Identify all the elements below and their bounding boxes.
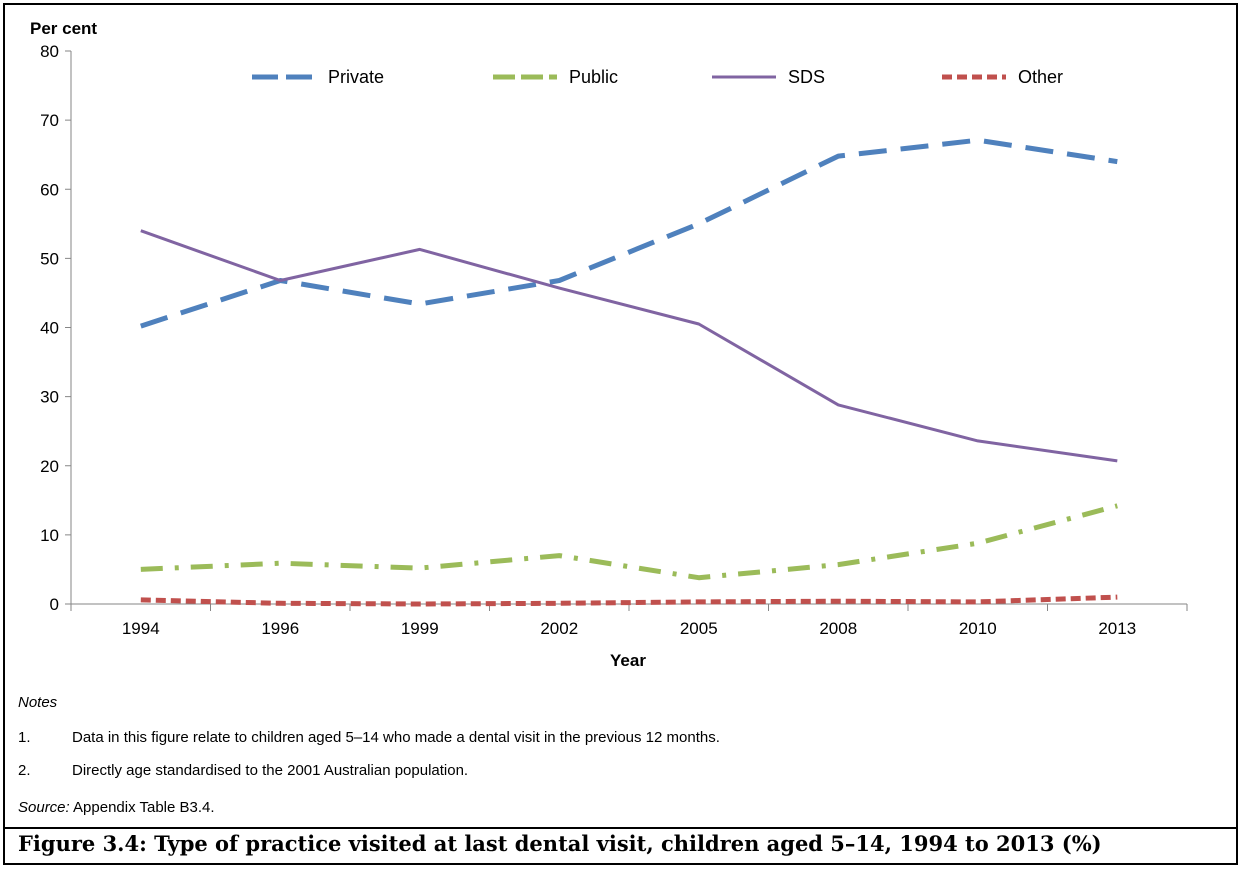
caption-divider — [3, 827, 1238, 829]
chart-series — [140, 137, 1118, 607]
legend-label-public: Public — [569, 67, 618, 87]
x-axis-title: Year — [610, 651, 646, 670]
series-line-sds — [140, 229, 1118, 463]
note-number: 1. — [18, 729, 31, 746]
y-tick-label: 60 — [40, 180, 59, 199]
y-tick-label: 80 — [40, 42, 59, 61]
y-tick-label: 0 — [50, 595, 59, 614]
y-axis-title: Per cent — [30, 19, 97, 38]
y-tick-label: 10 — [40, 526, 59, 545]
chart-legend: Private Public SDS Other — [252, 67, 1063, 87]
x-tick-label: 1999 — [401, 619, 439, 638]
y-tick-label: 70 — [40, 111, 59, 130]
x-tick-label: 1994 — [122, 619, 160, 638]
source-text: Appendix Table B3.4. — [69, 799, 215, 816]
x-tick-label: 2013 — [1098, 619, 1136, 638]
y-tick-label: 40 — [40, 319, 59, 338]
note-text: Directly age standardised to the 2001 Au… — [72, 762, 469, 779]
legend-label-sds: SDS — [788, 67, 825, 87]
x-tick-label: 2008 — [819, 619, 857, 638]
series-line-private — [140, 137, 1118, 329]
x-tick-label: 2002 — [540, 619, 578, 638]
x-tick-label: 2005 — [680, 619, 718, 638]
note-number: 2. — [18, 762, 31, 779]
y-tick-label: 20 — [40, 457, 59, 476]
notes-title: Notes — [18, 694, 58, 711]
line-chart: 0 10 20 30 40 50 60 70 80 1994 1996 1999 2002 2005 200… — [30, 19, 1188, 670]
source-label: Source: — [18, 799, 70, 816]
series-line-public — [140, 503, 1118, 581]
legend-label-private: Private — [328, 67, 384, 87]
x-tick-label: 2010 — [959, 619, 997, 638]
y-tick-label: 30 — [40, 388, 59, 407]
y-tick-label: 50 — [40, 249, 59, 268]
note-text: Data in this figure relate to children a… — [72, 729, 720, 746]
series-line-other — [140, 594, 1118, 607]
chart-axes: 0 10 20 30 40 50 60 70 80 1994 1996 1999 2002 2005 200… — [40, 42, 1188, 638]
figure-caption: Figure 3.4: Type of practice visited at … — [18, 831, 1102, 856]
source-line: Source: Appendix Table B3.4. — [18, 799, 215, 816]
x-tick-label: 1996 — [261, 619, 299, 638]
legend-label-other: Other — [1018, 67, 1063, 87]
